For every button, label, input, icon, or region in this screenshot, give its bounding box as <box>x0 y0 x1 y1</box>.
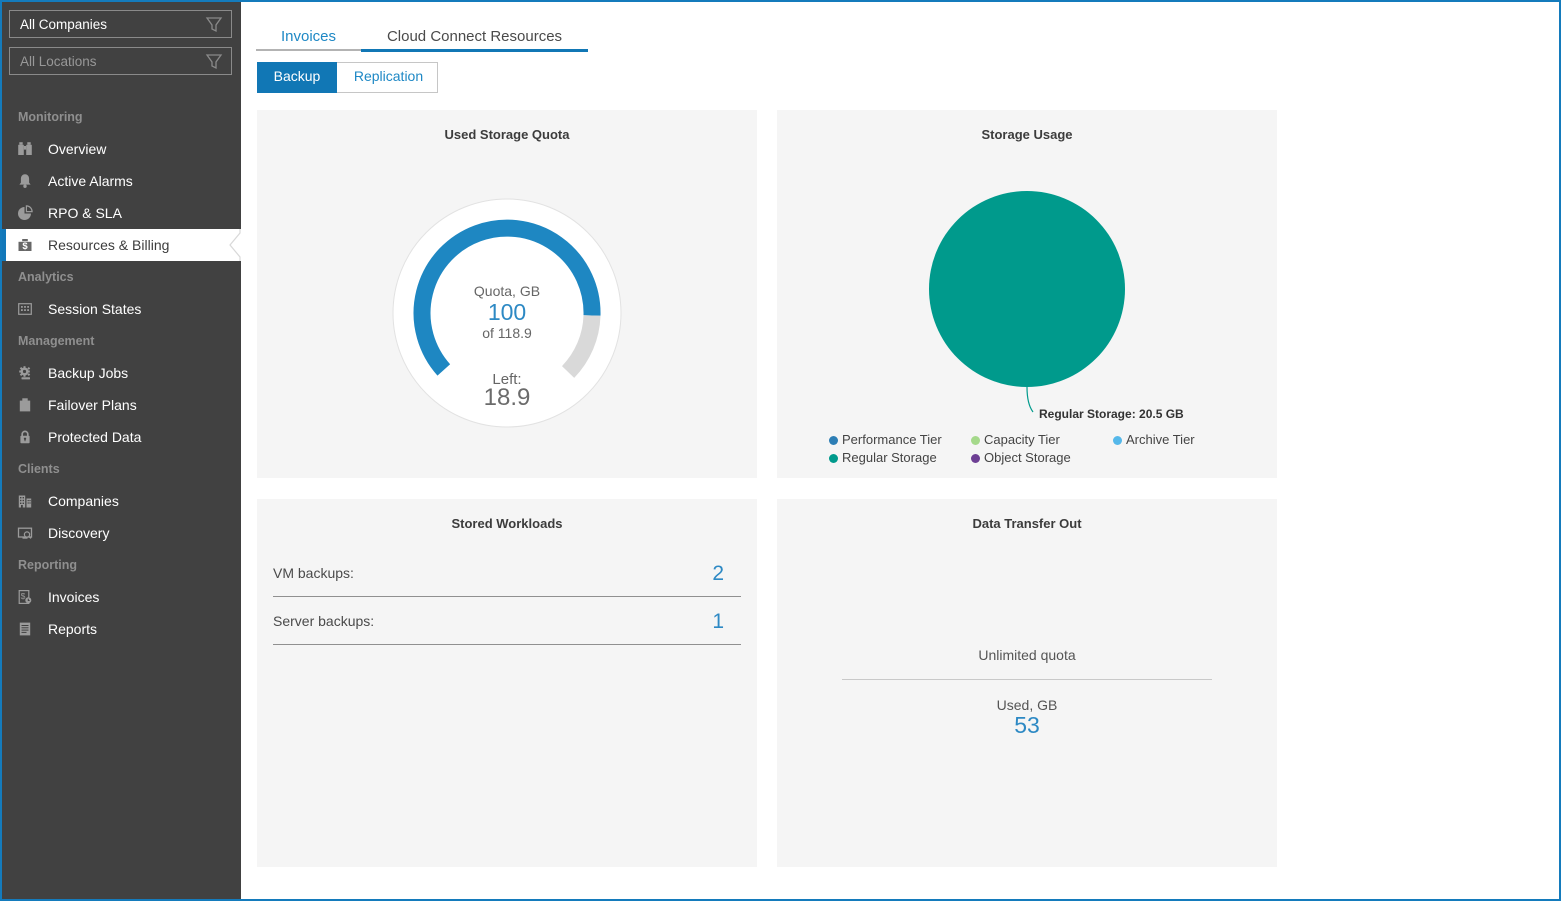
svg-text:$: $ <box>21 591 26 601</box>
svg-text:$: $ <box>22 241 28 252</box>
